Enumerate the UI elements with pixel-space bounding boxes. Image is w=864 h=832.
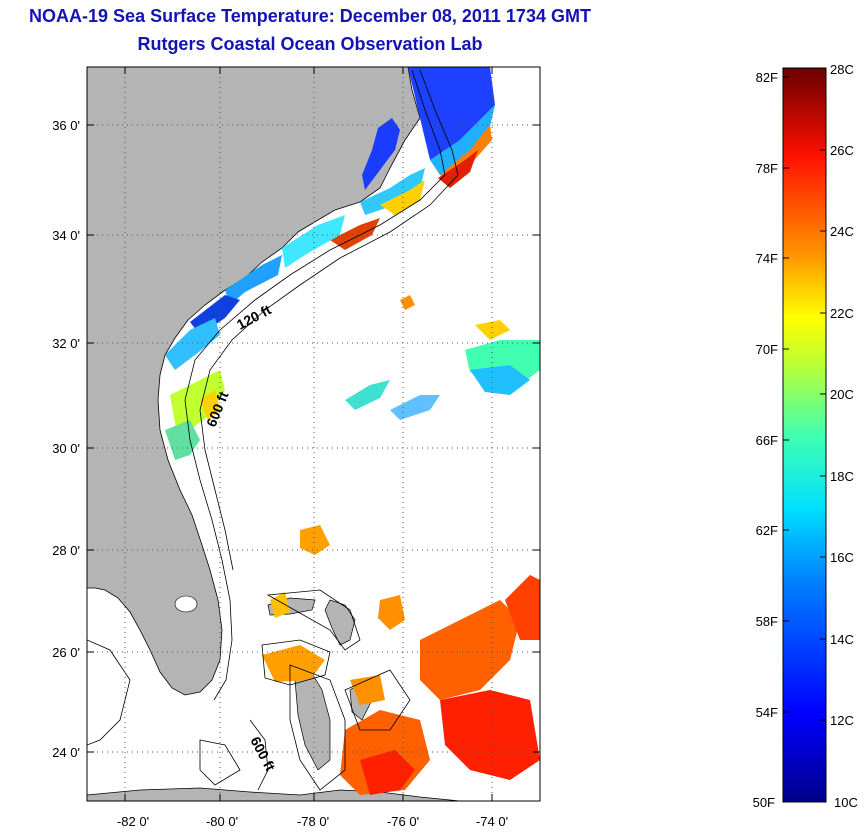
colorbar-c-label: 26C [830, 143, 854, 158]
graticule [87, 67, 540, 801]
colorbar-f-label: 66F [756, 433, 778, 448]
colorbar-c-label: 18C [830, 469, 854, 484]
colorbar-f-label: 54F [756, 705, 778, 720]
lat-tick-label: 32 0' [52, 336, 80, 351]
colorbar-f-label: 50F [753, 795, 775, 810]
lat-tick-label: 24 0' [52, 745, 80, 760]
colorbar-f-label: 82F [756, 70, 778, 85]
colorbar-f-label: 62F [756, 523, 778, 538]
colorbar-c-label: 14C [830, 632, 854, 647]
colorbar-c-label: 20C [830, 387, 854, 402]
lon-tick-label: -74 0' [476, 814, 508, 829]
lat-tick-label: 36 0' [52, 118, 80, 133]
axis-ticks [87, 67, 540, 801]
lon-tick-label: -76 0' [387, 814, 419, 829]
colorbar-c-label: 24C [830, 224, 854, 239]
map-subtitle: Rutgers Coastal Ocean Observation Lab [137, 34, 483, 54]
cuba-land [87, 787, 461, 801]
colorbar-c-label: 22C [830, 306, 854, 321]
colorbar-f-label: 70F [756, 342, 778, 357]
colorbar-f-label: 78F [756, 161, 778, 176]
lat-tick-label: 26 0' [52, 645, 80, 660]
colorbar-ticks [783, 67, 826, 721]
lat-tick-label: 34 0' [52, 228, 80, 243]
map-title: NOAA-19 Sea Surface Temperature: Decembe… [29, 6, 591, 26]
colorbar-c-label: 10C [834, 795, 858, 810]
lat-tick-label: 30 0' [52, 441, 80, 456]
sst-data-overlay [165, 67, 540, 795]
colorbar-c-label: 12C [830, 713, 854, 728]
colorbar-f-label: 74F [756, 251, 778, 266]
colorbar-f-label: 58F [756, 614, 778, 629]
colorbar-c-label: 28C [830, 62, 854, 77]
colorbar-c-label: 16C [830, 550, 854, 565]
lake-okeechobee [174, 595, 198, 613]
lon-tick-label: -78 0' [297, 814, 329, 829]
lat-tick-label: 28 0' [52, 543, 80, 558]
pamlico-sound [362, 118, 400, 190]
lon-tick-label: -80 0' [206, 814, 238, 829]
depth-contours [87, 69, 459, 791]
bahamas-andros [294, 669, 331, 771]
lon-tick-label: -82 0' [117, 814, 149, 829]
colorbar [782, 67, 827, 803]
